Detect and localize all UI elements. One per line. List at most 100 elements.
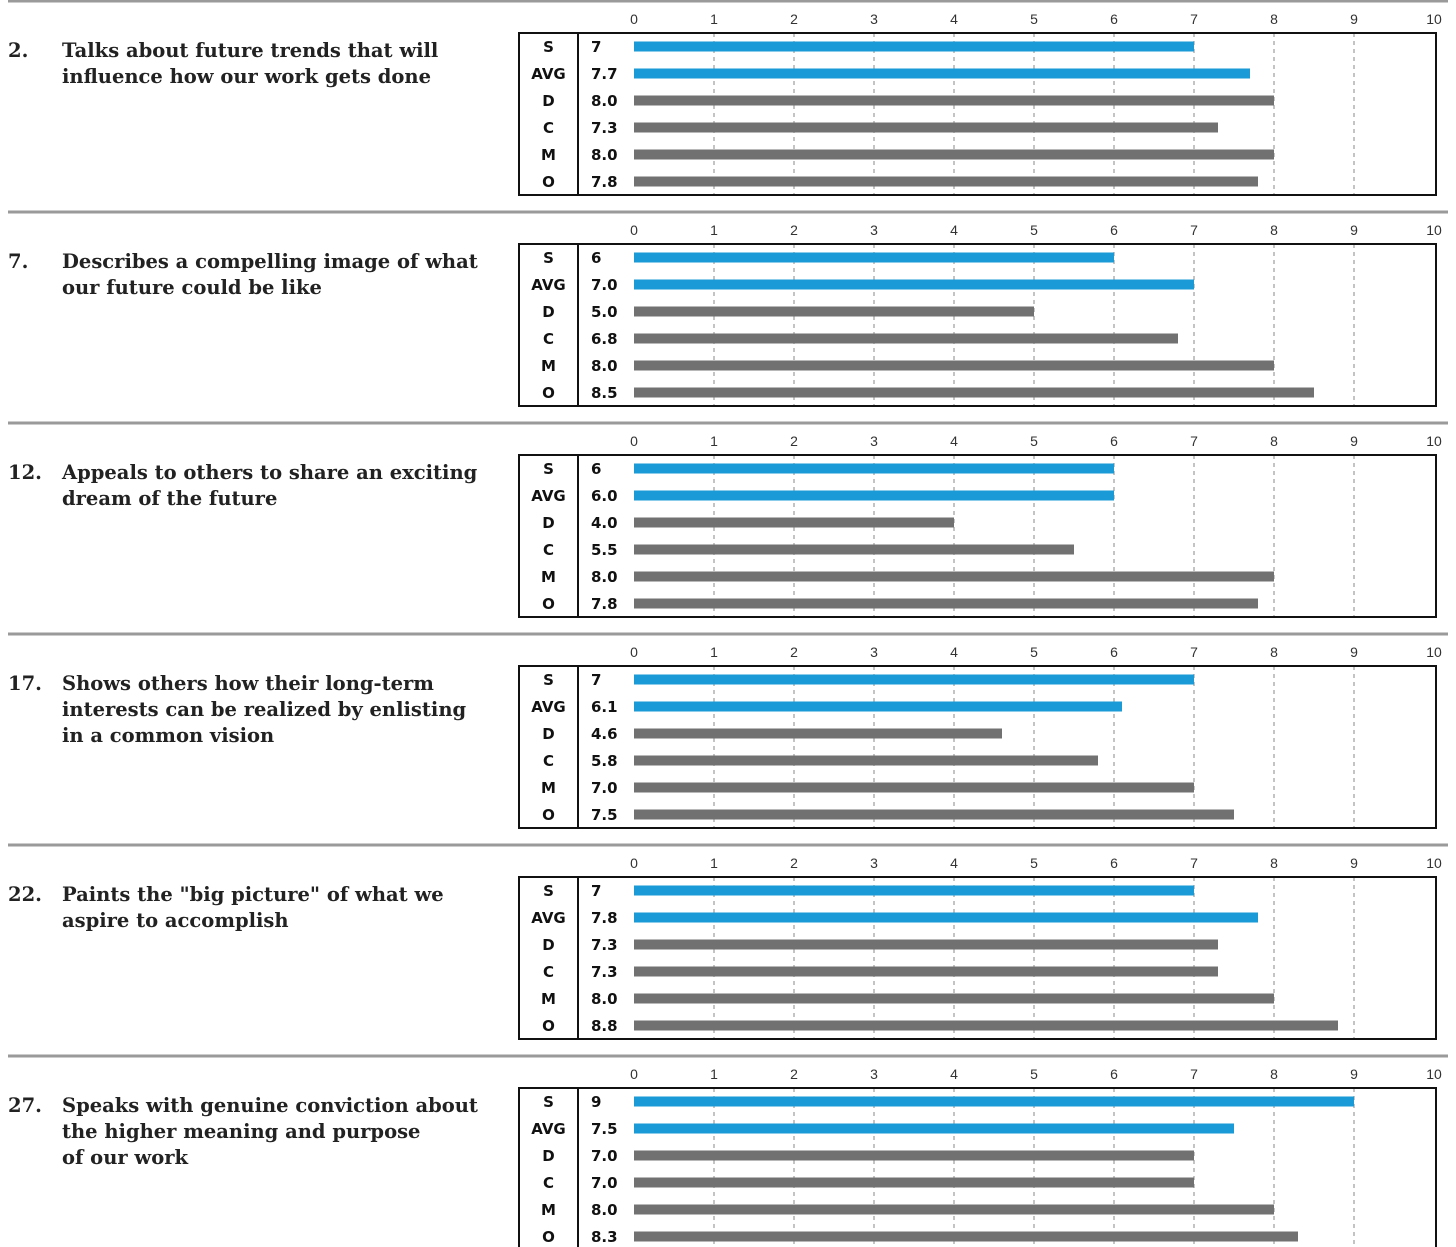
question-block: 27. Speaks with genuine conviction about t…: [8, 1054, 1448, 1247]
x-tick-label: 4: [950, 433, 958, 449]
row-label: O: [542, 1228, 555, 1246]
value-label: 7.3: [591, 963, 618, 981]
bar-others: [634, 1231, 1298, 1242]
x-tick-label: 0: [630, 1066, 638, 1082]
x-tick-label: 4: [950, 11, 958, 27]
x-tick-label: 2: [790, 855, 798, 871]
question-text-line: of our work: [62, 1146, 188, 1169]
row-label: O: [542, 173, 555, 191]
row-label: S: [543, 882, 554, 900]
chart-frame: [518, 1087, 1437, 1247]
row-label: S: [543, 249, 554, 267]
x-tick-label: 5: [1030, 644, 1038, 660]
x-tick-label: 6: [1110, 644, 1118, 660]
question-text-line: Appeals to others to share an exciting: [61, 461, 478, 484]
question-text-line: the higher meaning and purpose: [62, 1120, 420, 1143]
x-tick-label: 0: [630, 11, 638, 27]
row-label: M: [541, 990, 556, 1008]
value-label: 7.8: [591, 909, 618, 927]
bar-others: [634, 1177, 1194, 1188]
x-tick-label: 10: [1426, 222, 1442, 238]
question-block: 7. Describes a compelling image of what ou…: [8, 210, 1448, 407]
bar-others: [634, 544, 1074, 555]
value-label: 7.0: [591, 779, 618, 797]
row-label: C: [543, 119, 554, 137]
row-label: S: [543, 38, 554, 56]
x-tick-label: 8: [1270, 1066, 1278, 1082]
x-tick-label: 7: [1190, 222, 1198, 238]
value-label: 8.0: [591, 92, 618, 110]
value-label: 7.0: [591, 276, 618, 294]
question-text-line: in a common vision: [62, 724, 274, 747]
x-tick-label: 9: [1350, 433, 1358, 449]
x-tick-label: 8: [1270, 11, 1278, 27]
x-tick-label: 6: [1110, 1066, 1118, 1082]
bar-others: [634, 122, 1218, 133]
value-label: 6.0: [591, 487, 618, 505]
x-tick-label: 5: [1030, 1066, 1038, 1082]
question-text-line: Paints the "big picture" of what we: [62, 883, 444, 906]
value-label: 6.1: [591, 698, 618, 716]
row-label: O: [542, 595, 555, 613]
x-tick-label: 6: [1110, 222, 1118, 238]
question-number: 22.: [8, 883, 42, 906]
x-tick-label: 3: [870, 11, 878, 27]
bar-self: [634, 674, 1194, 685]
row-label: S: [543, 460, 554, 478]
x-tick-label: 7: [1190, 11, 1198, 27]
row-label: C: [543, 330, 554, 348]
x-tick-label: 2: [790, 1066, 798, 1082]
x-tick-label: 3: [870, 433, 878, 449]
row-label: M: [541, 779, 556, 797]
x-tick-label: 8: [1270, 433, 1278, 449]
value-label: 8.0: [591, 1201, 618, 1219]
row-label: C: [543, 1174, 554, 1192]
question-text-line: aspire to accomplish: [62, 909, 289, 932]
value-label: 7.8: [591, 595, 618, 613]
x-tick-label: 2: [790, 222, 798, 238]
x-tick-label: 10: [1426, 433, 1442, 449]
row-label: S: [543, 671, 554, 689]
x-tick-label: 1: [710, 855, 718, 871]
x-tick-label: 2: [790, 644, 798, 660]
x-tick-label: 6: [1110, 11, 1118, 27]
x-tick-label: 5: [1030, 433, 1038, 449]
x-tick-label: 0: [630, 433, 638, 449]
value-label: 7.5: [591, 1120, 618, 1138]
x-tick-label: 6: [1110, 433, 1118, 449]
value-label: 8.0: [591, 357, 618, 375]
bar-others: [634, 360, 1274, 371]
question-text-line: Speaks with genuine conviction about: [62, 1094, 478, 1117]
question-block: 12. Appeals to others to share an excitin…: [8, 421, 1448, 618]
value-label: 8.0: [591, 990, 618, 1008]
bar-self: [634, 490, 1114, 501]
bar-self: [634, 912, 1258, 923]
bar-self: [634, 252, 1114, 263]
value-label: 8.0: [591, 568, 618, 586]
x-tick-label: 3: [870, 644, 878, 660]
question-text-line: influence how our work gets done: [62, 65, 431, 88]
x-tick-label: 2: [790, 11, 798, 27]
bar-others: [634, 95, 1274, 106]
value-label: 6.8: [591, 330, 618, 348]
x-tick-label: 10: [1426, 644, 1442, 660]
bar-others: [634, 1204, 1274, 1215]
x-tick-label: 10: [1426, 1066, 1442, 1082]
x-tick-label: 7: [1190, 644, 1198, 660]
bar-others: [634, 598, 1258, 609]
x-tick-label: 5: [1030, 222, 1038, 238]
value-label: 7.0: [591, 1147, 618, 1165]
value-label: 7.0: [591, 1174, 618, 1192]
bar-self: [634, 41, 1194, 52]
x-tick-label: 9: [1350, 11, 1358, 27]
row-label: O: [542, 806, 555, 824]
x-tick-label: 4: [950, 644, 958, 660]
x-tick-label: 4: [950, 1066, 958, 1082]
x-tick-label: 4: [950, 222, 958, 238]
x-tick-label: 10: [1426, 11, 1442, 27]
x-tick-label: 8: [1270, 222, 1278, 238]
row-label: S: [543, 1093, 554, 1111]
question-number: 17.: [8, 672, 42, 695]
value-label: 7: [591, 38, 601, 56]
